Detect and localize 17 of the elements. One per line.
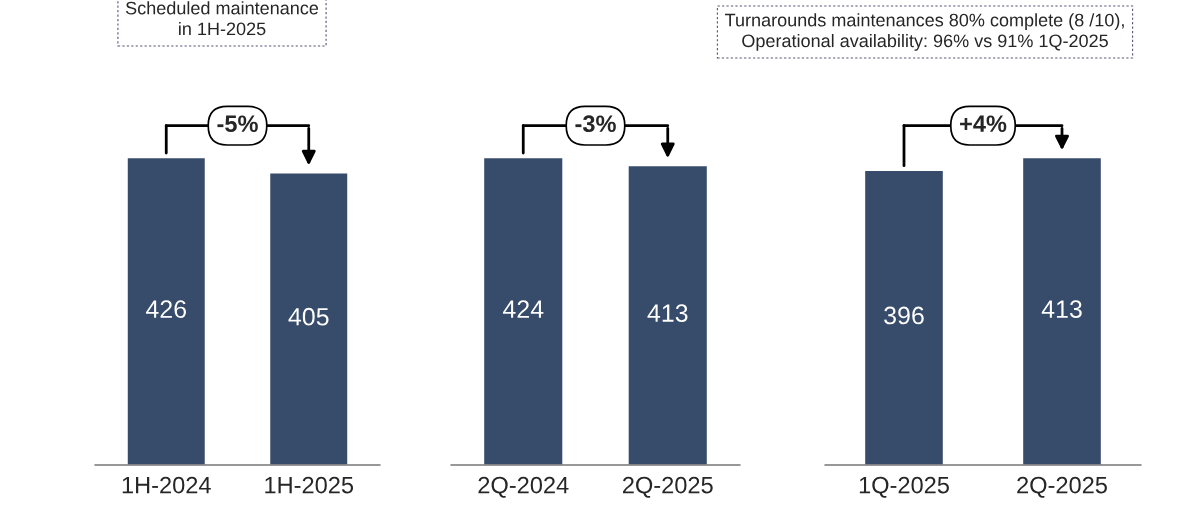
- data-label: 413: [1041, 300, 1082, 318]
- x-tick-label: 1H-2025: [265, 476, 354, 494]
- data-label: 426: [145, 300, 187, 318]
- text: Scheduled maintenance in 1H-2025: [125, 1, 319, 36]
- data-label: 396: [884, 306, 924, 325]
- text: Turnarounds maintenances 80% complete (8 /10), Operational availability: 96% vs 91% 1Q-2025: [725, 13, 1124, 51]
- data-label: 405: [288, 307, 329, 326]
- text: -5%: [217, 115, 258, 133]
- x-tick-label: 1Q-2025: [859, 476, 949, 498]
- data-label: 413: [647, 304, 688, 322]
- x-tick-label: 2Q-2024: [478, 476, 569, 498]
- text: -3%: [575, 115, 616, 133]
- text: +4%: [960, 115, 1007, 133]
- x-tick-label: 2Q-2025: [1017, 476, 1107, 498]
- x-tick-label: 1H-2024: [122, 476, 211, 494]
- x-tick-label: 2Q-2025: [623, 476, 713, 498]
- data-label: 424: [502, 300, 544, 318]
